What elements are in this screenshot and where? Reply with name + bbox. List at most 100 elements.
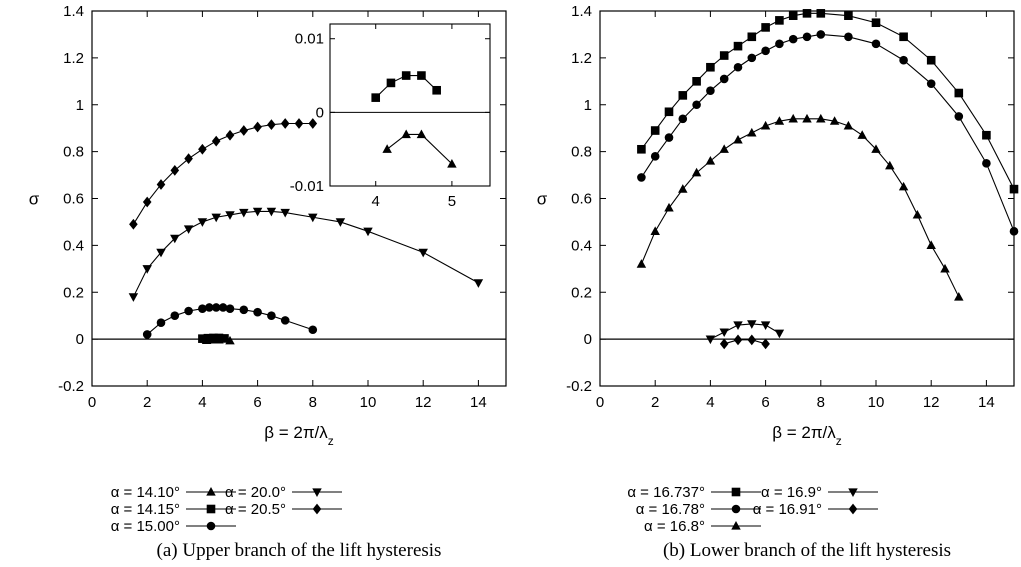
data-point-20-0 bbox=[211, 213, 221, 223]
y-tick-label: 1 bbox=[76, 97, 84, 114]
data-point-16-8 bbox=[691, 167, 702, 177]
data-point-16-737 bbox=[650, 126, 660, 135]
data-point-16-8 bbox=[898, 181, 909, 191]
data-point-16-737 bbox=[706, 62, 715, 72]
data-point-20-5 bbox=[156, 179, 166, 190]
y-tick-label: 1.2 bbox=[571, 50, 592, 67]
data-point-20-5 bbox=[267, 119, 276, 131]
data-point-16-8 bbox=[664, 202, 674, 212]
inset-data-point-14-15 bbox=[401, 71, 411, 80]
legend-label-14-10: α = 14.10° bbox=[111, 484, 180, 501]
data-point-20-5 bbox=[280, 118, 290, 129]
data-point-20-0 bbox=[225, 211, 235, 220]
y-tick-label: 0.4 bbox=[63, 237, 84, 254]
legend-label-14-15: α = 14.15° bbox=[111, 501, 180, 518]
data-point-16-91 bbox=[761, 338, 770, 350]
y-tick-label: 0.6 bbox=[63, 191, 84, 208]
data-point-16-8 bbox=[760, 120, 771, 130]
legend-marker-16-9 bbox=[848, 488, 858, 497]
y-tick-label: 1.4 bbox=[63, 3, 84, 20]
data-point-16-78 bbox=[816, 30, 826, 39]
data-point-20-5 bbox=[294, 118, 304, 129]
legend-marker-16-8 bbox=[731, 521, 741, 530]
data-point-16-8 bbox=[885, 160, 895, 170]
data-point-16-9 bbox=[719, 328, 729, 338]
data-point-16-737 bbox=[844, 11, 853, 20]
data-point-20-0 bbox=[473, 279, 484, 288]
legend-marker-14-15 bbox=[206, 504, 216, 514]
y-tick-label: 0.2 bbox=[571, 284, 592, 301]
data-point-16-8 bbox=[636, 259, 647, 268]
y-tick-label: 0.8 bbox=[63, 144, 84, 161]
x-tick-label: 8 bbox=[817, 394, 825, 411]
legend-label-20-5: α = 20.5° bbox=[225, 501, 286, 518]
data-point-20-5 bbox=[211, 135, 221, 147]
x-tick-label: 4 bbox=[706, 394, 714, 411]
data-point-16-78 bbox=[899, 55, 908, 65]
data-point-16-737 bbox=[719, 51, 729, 60]
data-point-15-00 bbox=[218, 303, 228, 312]
y-tick-label: 1.2 bbox=[63, 50, 84, 67]
data-point-16-8 bbox=[954, 291, 964, 301]
plot-frame bbox=[599, 10, 1015, 387]
data-point-20-5 bbox=[142, 196, 152, 208]
data-point-16-9 bbox=[760, 321, 771, 331]
data-point-16-8 bbox=[802, 113, 812, 123]
data-point-20-0 bbox=[183, 225, 194, 234]
y-tick-label: -0.2 bbox=[566, 378, 592, 395]
data-point-16-8 bbox=[733, 134, 743, 144]
data-point-16-9 bbox=[747, 320, 757, 329]
data-point-16-737 bbox=[664, 107, 674, 117]
data-point-15-00 bbox=[211, 303, 221, 312]
figure-caption: (a) Upper branch of the lift hysteresis bbox=[157, 540, 442, 561]
data-point-16-78 bbox=[650, 152, 660, 161]
data-point-15-00 bbox=[170, 311, 180, 320]
inset-y-tick-label: 0.01 bbox=[295, 31, 324, 48]
data-point-16-737 bbox=[954, 88, 964, 98]
data-point-16-737 bbox=[678, 91, 688, 100]
data-point-20-0 bbox=[197, 218, 208, 227]
data-point-14-15 bbox=[209, 333, 218, 343]
x-tick-label: 2 bbox=[651, 394, 659, 411]
data-point-16-78 bbox=[733, 62, 743, 72]
data-point-16-9 bbox=[733, 321, 743, 331]
data-point-16-78 bbox=[802, 32, 812, 42]
x-tick-label: 6 bbox=[761, 394, 769, 411]
data-point-20-0 bbox=[363, 227, 373, 237]
panel-b: 0 2 4 6 8 10 12 14-0.200.20.40.60.811.21.4β = 2… bbox=[537, 3, 1019, 561]
data-point-16-78 bbox=[747, 53, 757, 63]
x-tick-label: 12 bbox=[923, 394, 940, 411]
data-point-20-0 bbox=[266, 207, 277, 217]
data-point-16-78 bbox=[692, 100, 701, 110]
legend-label-16-9: α = 16.9° bbox=[761, 484, 822, 501]
legend-label-16-8: α = 16.8° bbox=[644, 518, 705, 535]
data-point-16-8 bbox=[788, 113, 798, 123]
inset-plot: 4 5 -0.01 0 0.01 bbox=[290, 23, 491, 210]
inset-data-point-14-15 bbox=[371, 93, 381, 102]
legend-marker-16-737 bbox=[731, 487, 741, 497]
y-tick-label: 1 bbox=[584, 97, 592, 114]
data-point-15-00 bbox=[156, 318, 166, 328]
data-point-20-0 bbox=[156, 248, 166, 258]
y-tick-label: 0.2 bbox=[63, 284, 84, 301]
data-point-20-0 bbox=[280, 208, 290, 218]
y-axis-label: σ bbox=[29, 190, 40, 209]
data-point-16-737 bbox=[761, 23, 770, 32]
data-point-16-8 bbox=[705, 156, 716, 165]
y-tick-label: 0 bbox=[76, 331, 84, 348]
series-line-16-8 bbox=[640, 118, 960, 298]
data-point-15-00 bbox=[267, 311, 276, 320]
x-tick-label: 0 bbox=[88, 394, 96, 411]
x-tick-label: 14 bbox=[978, 394, 995, 411]
series-line-20-0 bbox=[132, 210, 479, 298]
data-point-14-15 bbox=[203, 333, 213, 343]
data-point-20-0 bbox=[142, 265, 152, 274]
data-point-16-78 bbox=[926, 79, 936, 88]
data-point-16-737 bbox=[926, 55, 936, 65]
x-axis-label: β = 2π/λz bbox=[772, 423, 842, 448]
data-point-20-5 bbox=[225, 129, 235, 141]
data-point-16-91 bbox=[719, 338, 729, 350]
data-point-20-0 bbox=[308, 213, 318, 223]
y-tick-label: -0.2 bbox=[58, 378, 84, 395]
data-point-16-91 bbox=[733, 334, 743, 346]
